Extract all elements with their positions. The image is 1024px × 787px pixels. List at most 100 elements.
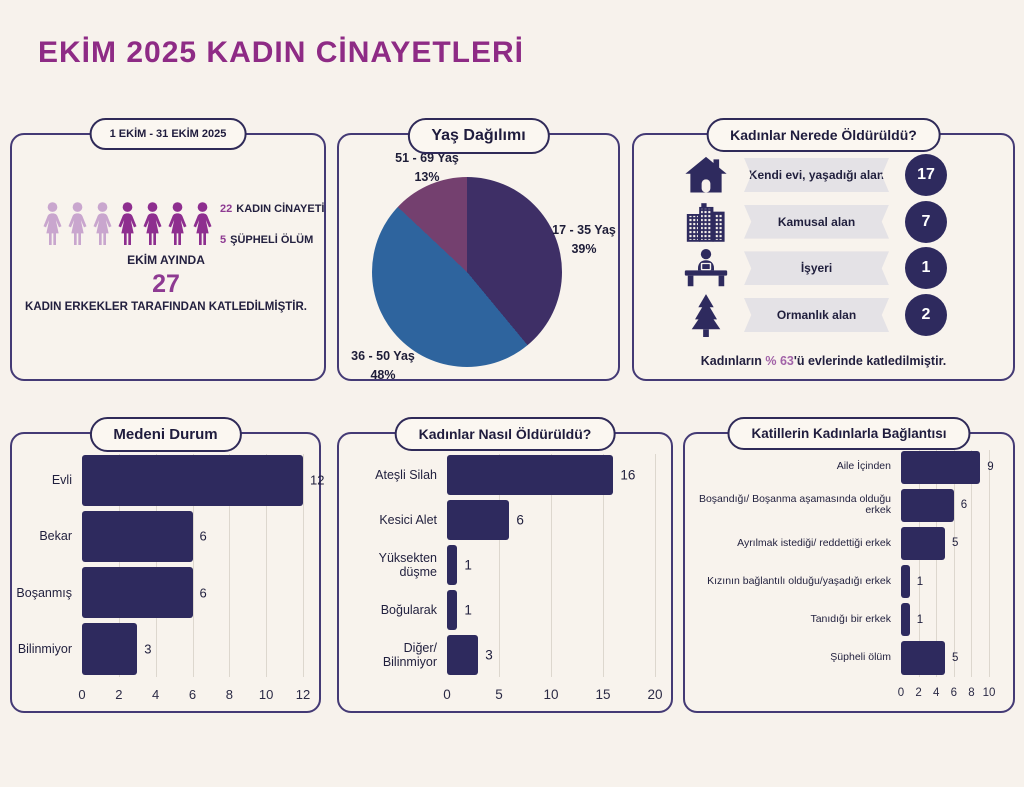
age-panel: Yaş Dağılımı 51 - 69 Yaş 13% 17 - 35 Yaş 3… <box>337 118 620 382</box>
bar-row: Yüksekten düşme 1 <box>349 542 655 587</box>
location-row-workplace: İşyeri 1 <box>680 246 947 290</box>
marital-status-panel: Medeni Durum Evli 12 Bekar 6 Boşanmış 6 Bilinm… <box>10 417 324 713</box>
bar-row: Ateşli Silah 16 <box>349 452 655 497</box>
buildings-icon <box>680 202 732 242</box>
bar: 6 <box>82 510 207 562</box>
x-axis-tick: 4 <box>932 687 940 699</box>
x-axis-tick: 10 <box>982 687 996 699</box>
bar: 3 <box>447 634 493 675</box>
relation-panel-title: Katillerin Kadınlarla Bağlantısı <box>727 417 971 450</box>
bar: 1 <box>447 544 472 585</box>
bar-row: Bilinmiyor 3 <box>18 621 303 677</box>
location-row-forest: Ormanlık alan 2 <box>680 293 947 337</box>
bar: 1 <box>447 589 472 630</box>
woman-icon <box>93 202 112 245</box>
bar-category-label: Boşanmış <box>16 585 72 600</box>
suspicious-death-line: 5 ŞÜPHELİ ÖLÜM <box>220 234 324 246</box>
x-axis-tick: 2 <box>915 687 922 699</box>
bar-value-label: 1 <box>916 613 924 626</box>
woman-icon <box>68 202 87 245</box>
marital-panel-title: Medeni Durum <box>89 417 242 452</box>
marital-status-chart: Evli 12 Bekar 6 Boşanmış 6 Bilinmiyor 3 0 2 4 6 8 10 1… <box>16 452 324 703</box>
bar-value-label: 6 <box>199 585 207 601</box>
bar-value-label: 3 <box>485 647 493 662</box>
bar-value-label: 12 <box>310 472 325 488</box>
bar-category-label: Evli <box>51 473 72 488</box>
age-pie <box>372 177 562 367</box>
bar-track: 5 <box>901 526 989 561</box>
age-panel-title: Yaş Dağılımı <box>407 118 550 154</box>
femicide-label: KADIN CİNAYETİ <box>236 203 325 215</box>
location-count-badge: 7 <box>905 200 947 243</box>
bar-row: Evli 12 <box>26 452 324 508</box>
bar-track: 3 <box>82 623 303 675</box>
bar-value-label: 5 <box>952 651 959 664</box>
bar-row: Şüpheli ölüm 5 <box>693 639 989 677</box>
bar-value-label: 5 <box>952 537 959 550</box>
chart-gridlines <box>82 454 304 677</box>
relation-panel: Katillerin Kadınlarla Bağlantısı Aile İç… <box>683 417 1015 713</box>
bar: 6 <box>447 499 524 540</box>
bar-track: 1 <box>901 603 989 637</box>
bar-category-label: Diğer/ Bilinmiyor <box>382 640 437 669</box>
victim-figures <box>40 199 215 251</box>
desk-icon <box>680 248 732 288</box>
total-number: 27 <box>152 270 180 298</box>
chart-gridlines <box>901 450 990 677</box>
relation-chart: Aile İçinden 9 Boşandığı/ Boşanma aşamasın… <box>693 448 995 703</box>
chart-rows: Ateşli Silah 16 Kesici Alet 6 Yüksekten düşm… <box>349 452 655 677</box>
bar-category-label: Kesici Alet <box>379 512 437 527</box>
x-axis-tick: 10 <box>258 687 274 702</box>
bar-category-label: Yüksekten düşme <box>378 550 437 579</box>
bar-row: Bekar 6 <box>26 508 303 564</box>
location-footer: Kadınların % 63'ü evlerinde katledilmişt… <box>700 354 947 368</box>
method-chart: Ateşli Silah 16 Kesici Alet 6 Yüksekten düşm… <box>349 452 663 703</box>
bar-value-label: 1 <box>464 602 472 617</box>
bar-category-label: Aile İçinden <box>836 460 891 473</box>
bar-track: 5 <box>901 641 989 675</box>
method-panel: Kadınlar Nasıl Öldürüldü? Ateşli Silah 16… <box>337 417 673 713</box>
bar-value-label: 6 <box>199 528 207 544</box>
bar-row: Aile İçinden 9 <box>693 448 994 486</box>
bar: 1 <box>901 565 923 599</box>
woman-icon <box>193 202 212 245</box>
pie-label-51-69: 51 - 69 Yaş 13% <box>395 151 459 185</box>
bar-value-label: 3 <box>144 641 152 657</box>
summary-stats: 22 KADIN CİNAYETİ 5 ŞÜPHELİ ÖLÜM <box>220 203 324 265</box>
pie-label-36-50: 36 - 50 Yaş 48% <box>351 349 415 383</box>
location-row-public: Kamusal alan 7 <box>680 200 947 244</box>
bar: 6 <box>901 488 967 522</box>
x-axis-tick: 8 <box>968 687 975 699</box>
x-axis-tick: 10 <box>543 687 559 702</box>
bar-row: Kesici Alet 6 <box>349 497 655 542</box>
pie-label-17-35: 17 - 35 Yaş 39% <box>552 223 616 257</box>
bar-value-label: 6 <box>960 499 968 512</box>
x-axis-ticks: 0 5 10 15 20 <box>443 685 662 703</box>
woman-icon <box>118 202 137 245</box>
bar-track: 3 <box>447 634 655 675</box>
bar-row: Boğularak 1 <box>349 587 655 632</box>
location-panel-title: Kadınlar Nerede Öldürüldü? <box>706 118 941 152</box>
bar-category-label: Ayrılmak istediği/ reddettiği erkek <box>737 536 891 549</box>
bar-category-label: Şüpheli ölüm <box>830 651 891 664</box>
bar: 12 <box>82 454 324 506</box>
x-axis-tick: 2 <box>115 687 123 702</box>
bar-category-label: Ateşli Silah <box>375 467 437 482</box>
summary-bottom: EKİM AYINDA 27 KADIN ERKEKLER TARAFINDAN… <box>16 253 316 313</box>
bar: 5 <box>901 641 958 675</box>
x-axis-tick: 0 <box>443 687 451 702</box>
house-icon <box>680 155 732 195</box>
suspicious-count: 5 <box>220 234 227 246</box>
x-axis-tick: 6 <box>188 687 197 702</box>
x-axis-tick: 8 <box>225 687 233 702</box>
bar-value-label: 1 <box>916 575 924 588</box>
bar: 5 <box>901 526 958 561</box>
bar-track: 6 <box>82 510 303 562</box>
bar-track: 1 <box>447 589 655 630</box>
bar-track: 16 <box>447 454 655 495</box>
bar-row: Boşanmış 6 <box>16 565 303 621</box>
bar-category-label: Kızının bağlantılı olduğu/yaşadığı erkek <box>707 574 891 587</box>
bar-track: 6 <box>82 567 303 619</box>
location-count-badge: 2 <box>905 293 947 336</box>
